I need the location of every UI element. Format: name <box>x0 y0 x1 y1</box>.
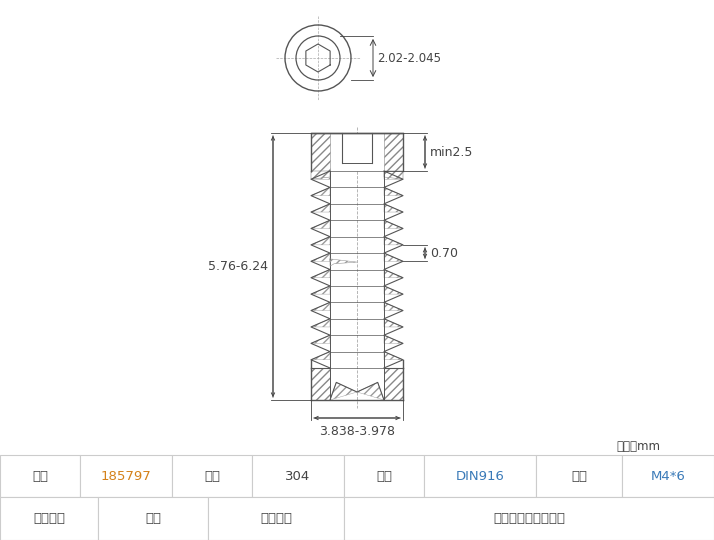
Bar <box>536 455 622 497</box>
Text: 0.70: 0.70 <box>430 247 458 260</box>
Bar <box>208 497 344 540</box>
Text: 304: 304 <box>286 469 311 483</box>
Text: 2.02-2.045: 2.02-2.045 <box>377 51 441 64</box>
Text: 3.838-3.978: 3.838-3.978 <box>319 425 395 438</box>
Text: DIN916: DIN916 <box>456 469 504 483</box>
Text: 产品描述: 产品描述 <box>260 512 292 525</box>
Bar <box>80 455 172 497</box>
Text: 内六角凹端紧定螺钉: 内六角凹端紧定螺钉 <box>493 512 565 525</box>
Polygon shape <box>384 171 403 179</box>
Polygon shape <box>311 368 330 400</box>
Polygon shape <box>384 133 403 171</box>
Text: 5.76-6.24: 5.76-6.24 <box>208 260 268 273</box>
Text: 表面处理: 表面处理 <box>33 512 65 525</box>
Text: 单位：mm: 单位：mm <box>616 441 660 454</box>
Text: 洗白: 洗白 <box>145 512 161 525</box>
Bar <box>0 455 80 497</box>
Text: 品名: 品名 <box>376 469 392 483</box>
Bar <box>172 455 252 497</box>
Text: 条码: 条码 <box>32 469 48 483</box>
Polygon shape <box>384 368 403 400</box>
Text: 185797: 185797 <box>101 469 151 483</box>
Bar <box>424 455 536 497</box>
Text: min2.5: min2.5 <box>430 145 473 159</box>
Bar <box>98 497 208 540</box>
Bar <box>344 497 714 540</box>
Bar <box>622 455 714 497</box>
Bar <box>311 133 403 171</box>
Polygon shape <box>311 133 330 171</box>
Text: M4*6: M4*6 <box>650 469 685 483</box>
Text: 规格: 规格 <box>571 469 587 483</box>
Polygon shape <box>311 171 330 179</box>
Text: 材质: 材质 <box>204 469 220 483</box>
Bar <box>0 0 714 455</box>
Bar <box>344 455 424 497</box>
Bar <box>252 455 344 497</box>
Bar <box>0 497 98 540</box>
